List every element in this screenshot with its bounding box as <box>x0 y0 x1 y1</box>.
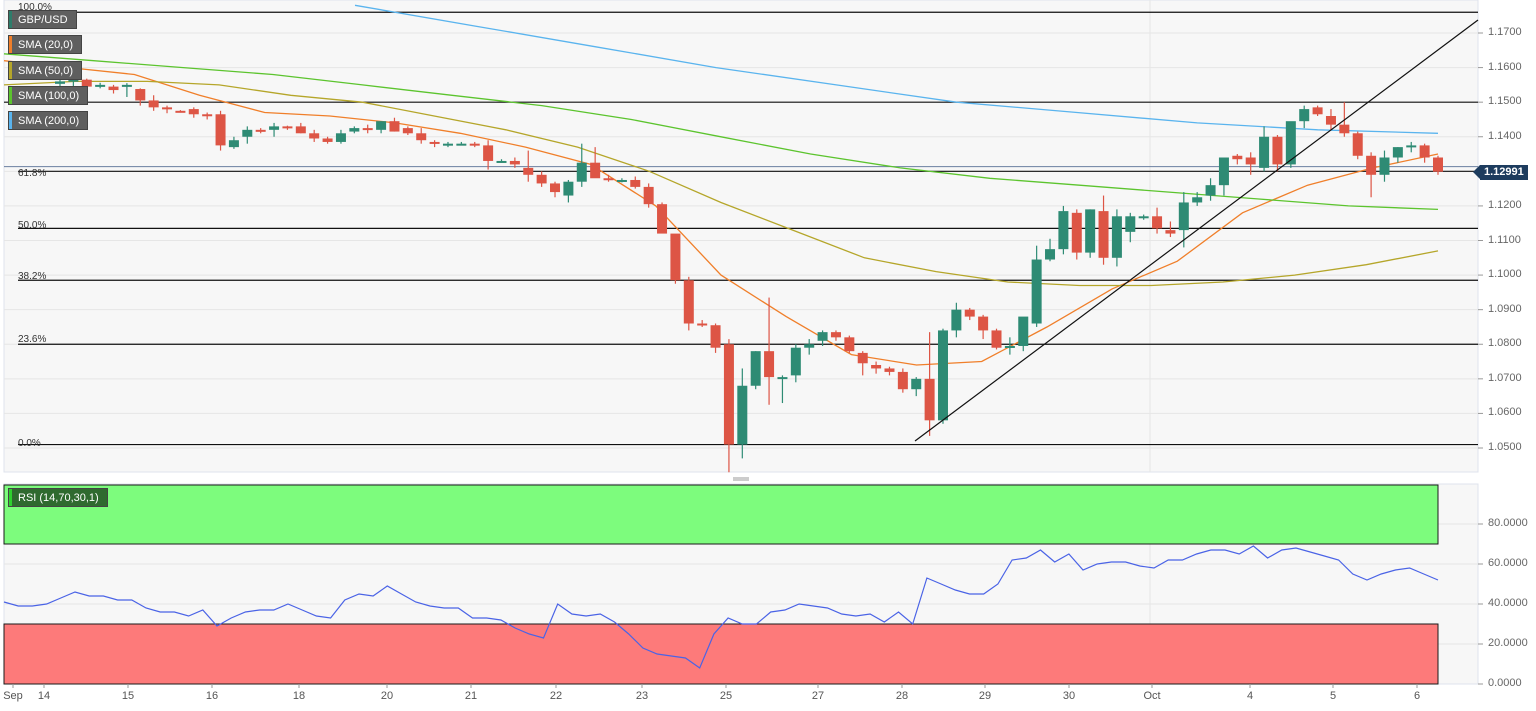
legend-label: SMA (100,0) <box>18 90 80 102</box>
time-axis-label: 28 <box>895 690 909 702</box>
rsi-axis-label: 80.0000 <box>1488 517 1528 529</box>
time-axis-label: 14 <box>37 690 51 702</box>
price-axis-label: 1.0900 <box>1488 302 1522 315</box>
price-axis-label: 1.0600 <box>1488 406 1522 419</box>
time-axis-label: 4 <box>1246 690 1254 702</box>
price-axis-label: 1.1500 <box>1488 95 1522 108</box>
price-axis-label: 1.1200 <box>1488 198 1522 211</box>
legend-sma-50[interactable]: SMA (50,0) <box>8 61 83 80</box>
legend-color-swatch <box>9 112 12 129</box>
fib-label-61-8: 61.8% <box>18 168 47 179</box>
time-axis-label: 27 <box>811 690 825 702</box>
time-axis-label: 6 <box>1413 690 1421 702</box>
price-axis-label: 1.0500 <box>1488 441 1522 453</box>
rsi-axis-label: 60.0000 <box>1488 557 1528 569</box>
time-axis-label: 23 <box>635 690 649 702</box>
trendline[interactable] <box>914 19 1479 442</box>
price-axis-label: 1.0700 <box>1488 371 1522 384</box>
fib-label-38-2: 38.2% <box>18 271 47 282</box>
rsi-line <box>3 545 1439 669</box>
price-axis-label: 1.0800 <box>1488 337 1522 350</box>
legend-label: SMA (20,0) <box>18 39 74 51</box>
legend-label: GBP/USD <box>18 14 68 26</box>
legend-rsi[interactable]: RSI (14,70,30,1) <box>8 488 108 507</box>
price-axis-label: 1.1400 <box>1488 129 1522 142</box>
time-axis-label: 5 <box>1329 690 1337 702</box>
time-axis-label: 29 <box>978 690 992 702</box>
fib-label-100: 100.0% <box>18 2 52 13</box>
legend-label: SMA (200,0) <box>18 115 80 127</box>
candlesticks <box>55 71 1443 473</box>
rsi-axis-label: 40.0000 <box>1488 597 1528 609</box>
legend-label: SMA (50,0) <box>18 65 74 77</box>
legend-color-swatch <box>9 87 12 104</box>
current-price-tag: 1.12991 <box>1473 165 1528 180</box>
legend-sma-200[interactable]: SMA (200,0) <box>8 111 89 130</box>
time-axis-label: 16 <box>205 690 219 702</box>
time-axis-label: Oct <box>1143 690 1161 702</box>
axis-ticks <box>12 684 1418 688</box>
price-axis-label: 1.1700 <box>1488 26 1522 38</box>
legend-sma-20[interactable]: SMA (20,0) <box>8 35 83 54</box>
price-axis-label: 1.1600 <box>1488 60 1522 73</box>
time-axis-label: 20 <box>380 690 394 702</box>
time-axis-label: 18 <box>292 690 306 702</box>
time-axis-label: Sep <box>3 690 23 702</box>
price-axis-label: 1.1000 <box>1488 268 1522 281</box>
time-axis-label: 22 <box>549 690 563 702</box>
time-axis-label: 15 <box>121 690 135 702</box>
legend-color-swatch <box>9 489 12 506</box>
rsi-axis-label: 0.0000 <box>1488 677 1522 689</box>
legend-sma-100[interactable]: SMA (100,0) <box>8 86 89 105</box>
price-axis-label: 1.1100 <box>1488 233 1521 246</box>
rsi-zones <box>3 484 1483 685</box>
time-axis-label: 21 <box>464 690 478 702</box>
legend-gbpusd[interactable]: GBP/USD <box>8 10 77 29</box>
legend-color-swatch <box>9 11 12 28</box>
fibonacci-lines <box>4 11 1478 446</box>
fib-label-50: 50.0% <box>18 220 47 231</box>
time-axis-label: 25 <box>719 690 733 702</box>
panel-resize-handle[interactable] <box>733 477 749 481</box>
fib-label-0: 0.0% <box>18 438 41 449</box>
legend-color-swatch <box>9 36 12 53</box>
legend-label: RSI (14,70,30,1) <box>18 492 99 504</box>
sma-lines <box>3 4 1439 366</box>
rsi-axis-label: 20.0000 <box>1488 637 1528 649</box>
legend-color-swatch <box>9 62 12 79</box>
time-axis-label: 30 <box>1062 690 1076 702</box>
fib-label-23-6: 23.6% <box>18 334 47 345</box>
